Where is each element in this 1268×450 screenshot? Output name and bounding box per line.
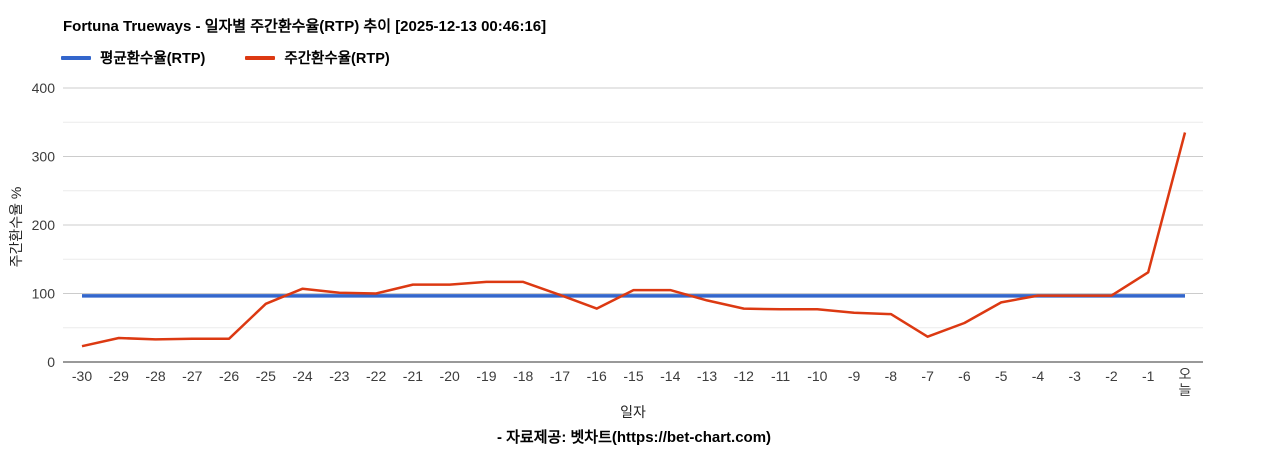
x-tick-label: -12 <box>734 368 754 384</box>
x-axis-title: 일자 <box>620 404 646 420</box>
chart-legend: 평균환수율(RTP) 주간환수율(RTP) <box>61 47 390 68</box>
average-line-swatch-icon <box>61 55 91 60</box>
weekly-rtp-line-series <box>81 132 1187 348</box>
x-tick-label: -29 <box>109 368 129 384</box>
legend-label-average-rtp: 평균환수율(RTP) <box>100 51 206 67</box>
y-tick-label: 0 <box>47 354 55 370</box>
x-tick-label: -18 <box>513 368 533 384</box>
x-tick-label: -25 <box>256 368 276 384</box>
y-tick-label: 200 <box>32 217 56 233</box>
x-tick-label: -22 <box>366 368 386 384</box>
legend-label-weekly-rtp: 주간환수율(RTP) <box>284 51 390 67</box>
x-tick-label: -15 <box>623 368 643 384</box>
footer-source-credit: - 자료제공: 벳차트(https://bet-chart.com) <box>496 429 772 446</box>
legend-item-average-rtp: 평균환수율(RTP) <box>61 47 205 68</box>
x-tick-label: -6 <box>958 368 971 384</box>
x-tick-label: -17 <box>550 368 570 384</box>
y-tick-label: 100 <box>32 286 56 302</box>
x-tick-label: -9 <box>848 368 861 384</box>
x-tick-label: -20 <box>440 368 460 384</box>
x-tick-label: -16 <box>587 368 607 384</box>
x-tick-label: -7 <box>921 368 934 384</box>
x-tick-label: -27 <box>182 368 202 384</box>
x-tick-label: -28 <box>145 368 165 384</box>
legend-item-weekly-rtp: 주간환수율(RTP) <box>245 47 390 68</box>
x-tick-label: -8 <box>885 368 898 384</box>
x-tick-label: -11 <box>771 368 790 384</box>
x-tick-label: -23 <box>329 368 349 384</box>
x-tick-label: -13 <box>697 368 717 384</box>
x-tick-label: -5 <box>995 368 1008 384</box>
x-tick-label: -14 <box>660 368 680 384</box>
x-tick-label: -3 <box>1068 368 1081 384</box>
x-tick-label: -1 <box>1142 368 1155 384</box>
x-tick-label: -19 <box>476 368 496 384</box>
x-tick-label: -26 <box>219 368 239 384</box>
y-tick-label: 300 <box>32 149 56 165</box>
x-tick-label: -24 <box>292 368 312 384</box>
x-tick-label: -30 <box>72 368 92 384</box>
chart-title: Fortuna Trueways - 일자별 주간환수율(RTP) 추이 [20… <box>63 18 547 35</box>
weekly-line-swatch-icon <box>245 55 276 60</box>
x-tick-label: -10 <box>807 368 827 384</box>
y-tick-label: 400 <box>32 80 56 96</box>
x-tick-label: -2 <box>1105 368 1118 384</box>
x-tick-label: -21 <box>403 368 423 384</box>
x-tick-label: -4 <box>1032 368 1045 384</box>
y-axis-title: 주간환수율 % <box>8 186 24 268</box>
